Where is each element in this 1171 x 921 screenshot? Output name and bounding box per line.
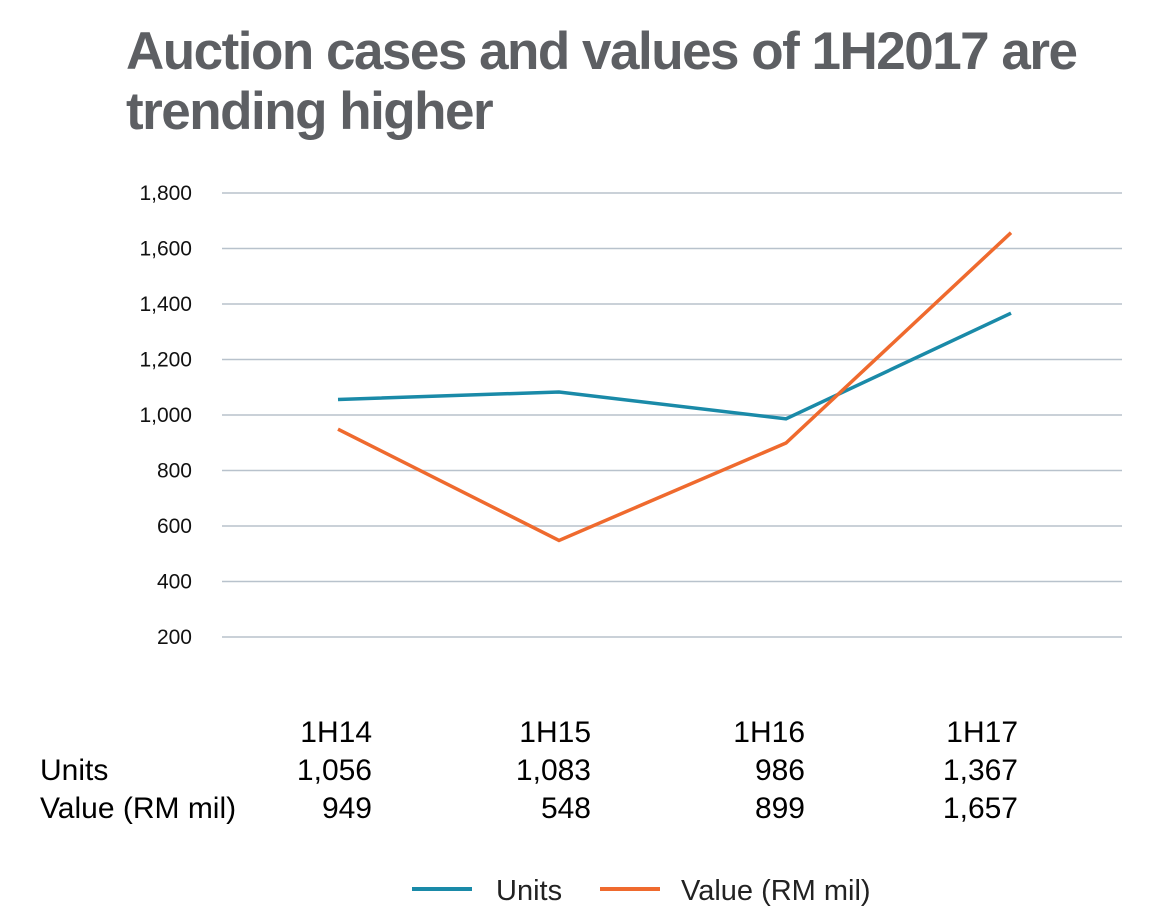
y-tick-label: 1,200 [139,349,192,372]
table-cell: 548 [541,792,591,825]
chart-title: Auction cases and values of 1H2017 are t… [126,22,1078,141]
y-tick-label: 600 [157,515,192,538]
table-header-cell: 1H17 [946,716,1018,749]
series-line-value-rm-mil [337,231,1013,543]
table-cell: 986 [755,754,805,787]
y-tick-label: 1,000 [139,404,192,427]
y-tick-label: 1,600 [139,238,192,261]
table-header-cell: 1H16 [733,716,805,749]
y-tick-label: 200 [157,626,192,649]
y-tick-label: 400 [157,571,192,594]
table-cell: 1,367 [943,754,1018,787]
series-line-units [337,311,1012,421]
table-header-cell: 1H15 [519,716,591,749]
legend-label: Value (RM mil) [681,875,871,907]
table-cell: 1,657 [943,792,1018,825]
table-row-label: Units [40,754,108,787]
table-cell: 949 [322,792,372,825]
y-tick-label: 1,800 [139,182,192,205]
table-cell: 1,056 [297,754,372,787]
legend-label: Units [496,875,562,907]
table-cell: 1,083 [516,754,591,787]
table-row-label: Value (RM mil) [40,792,236,825]
table-cell: 899 [755,792,805,825]
y-tick-label: 800 [157,460,192,483]
y-tick-label: 1,400 [139,293,192,316]
table-header-cell: 1H14 [300,716,372,749]
